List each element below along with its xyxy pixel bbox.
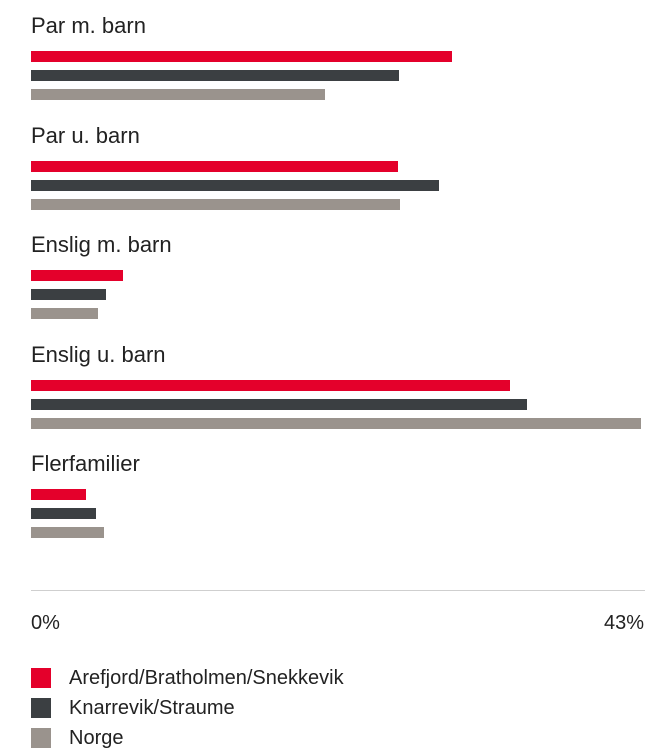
legend-label-series-1: Arefjord/Bratholmen/Snekkevik	[69, 667, 344, 689]
bar-category-1-series-3	[31, 89, 326, 100]
category-label-1: Par m. barn	[31, 13, 146, 38]
x-axis-line	[31, 590, 645, 591]
category-label-2: Par u. barn	[31, 122, 140, 148]
legend-item-series-1: Arefjord/Bratholmen/Snekkevik	[31, 663, 344, 693]
bar-category-3-series-1	[31, 270, 124, 281]
x-tick-label-max: 43%	[603, 612, 644, 634]
category-label-3: Enslig m. barn	[31, 232, 172, 257]
x-tick-label-min: 0%	[31, 612, 60, 634]
bar-category-4-series-2	[31, 399, 527, 410]
bar-category-5-series-1	[31, 489, 87, 500]
legend-label-series-2: Knarrevik/Straume	[69, 697, 235, 719]
category-label-4: Enslig u. barn	[31, 341, 166, 367]
bar-category-2-series-3	[31, 199, 401, 210]
legend-swatch-series-2	[31, 698, 51, 718]
legend-label-series-3: Norge	[69, 727, 124, 749]
bar-category-2-series-2	[31, 180, 439, 191]
bar-category-4-series-1	[31, 380, 510, 391]
bar-category-2-series-1	[31, 161, 398, 172]
bar-category-4-series-3	[31, 418, 641, 429]
bar-category-5-series-3	[31, 527, 104, 538]
legend-swatch-series-1	[31, 668, 51, 688]
bar-category-3-series-2	[31, 289, 107, 300]
bar-category-5-series-2	[31, 508, 97, 519]
bar-category-3-series-3	[31, 308, 98, 319]
legend-item-series-3: Norge	[31, 723, 344, 753]
category-label-5: Flerfamilier	[31, 451, 140, 476]
legend-item-series-2: Knarrevik/Straume	[31, 693, 344, 723]
bar-category-1-series-1	[31, 51, 452, 62]
legend-swatch-series-3	[31, 728, 51, 748]
bar-category-1-series-2	[31, 70, 399, 81]
legend: Arefjord/Bratholmen/Snekkevik Knarrevik/…	[31, 663, 344, 753]
